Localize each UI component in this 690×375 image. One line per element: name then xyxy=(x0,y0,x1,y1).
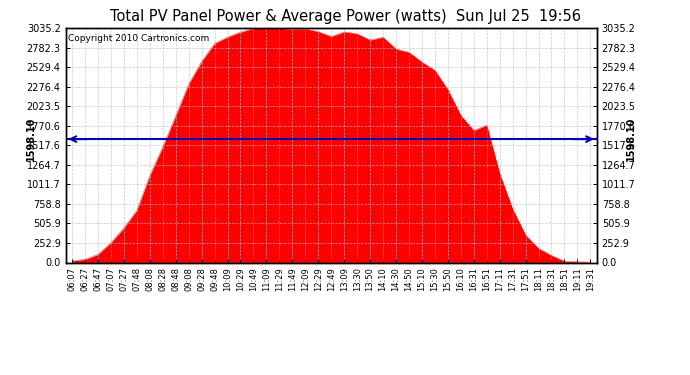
Text: 1598.10: 1598.10 xyxy=(626,117,636,161)
Text: Total PV Panel Power & Average Power (watts)  Sun Jul 25  19:56: Total PV Panel Power & Average Power (wa… xyxy=(110,9,580,24)
Text: Copyright 2010 Cartronics.com: Copyright 2010 Cartronics.com xyxy=(68,34,210,43)
Text: 1598.10: 1598.10 xyxy=(26,117,37,161)
